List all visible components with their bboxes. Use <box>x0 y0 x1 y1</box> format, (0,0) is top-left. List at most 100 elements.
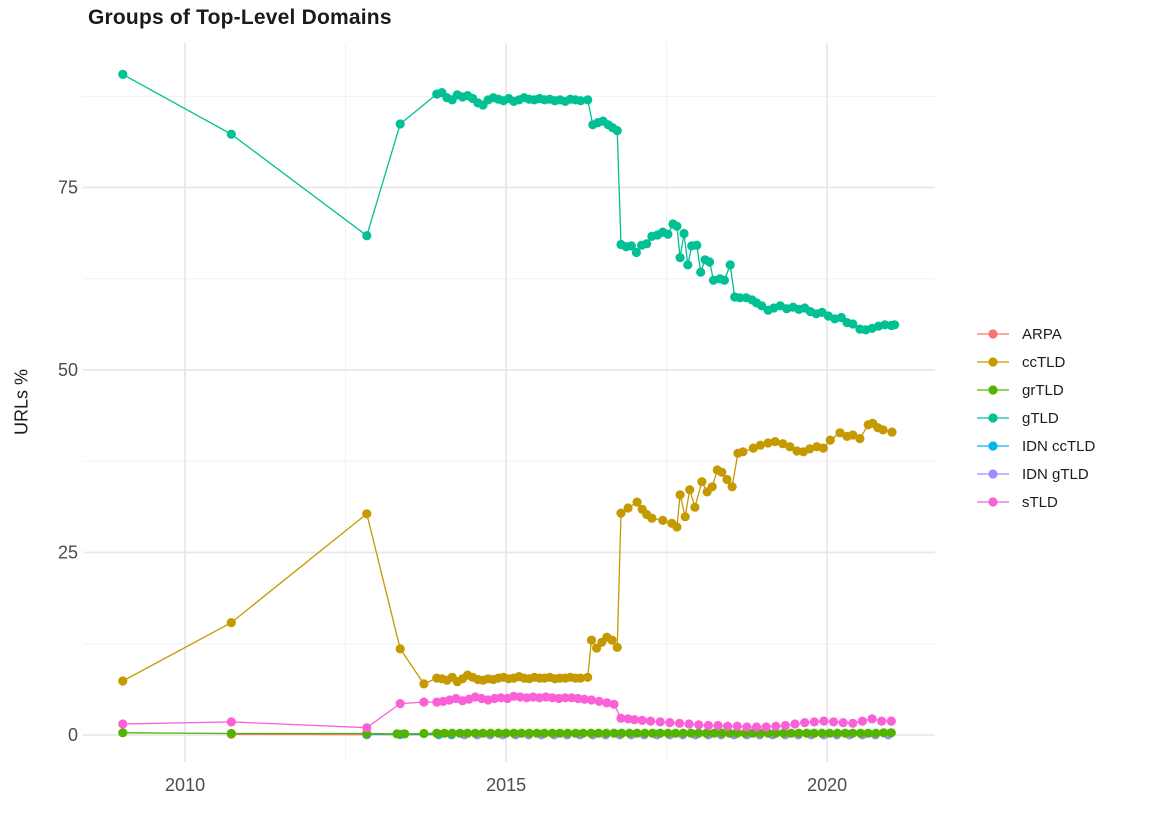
data-point <box>725 260 735 270</box>
data-point <box>867 714 877 724</box>
data-point <box>586 728 596 738</box>
data-point <box>607 635 617 645</box>
data-point <box>576 96 586 106</box>
legend-item-ARPA: ARPA <box>976 320 1095 348</box>
data-point <box>717 467 727 477</box>
data-point <box>724 728 735 738</box>
gridlines-major <box>83 43 935 762</box>
data-point <box>118 719 128 729</box>
data-point <box>524 728 534 738</box>
series-gTLD <box>118 69 900 335</box>
data-point <box>516 728 527 738</box>
data-point <box>751 722 762 732</box>
y-tick-label: 50 <box>58 360 78 380</box>
data-point <box>679 228 689 239</box>
legend-key-icon <box>977 469 1009 479</box>
legend-key-icon <box>977 413 1009 423</box>
y-axis-title: URLs % <box>11 368 32 436</box>
data-point <box>680 512 690 522</box>
data-point <box>646 716 656 726</box>
y-tick-label: 25 <box>58 543 78 563</box>
data-point <box>840 728 850 738</box>
data-point <box>419 679 429 689</box>
data-point <box>748 443 758 453</box>
data-point <box>493 728 503 738</box>
legend-item-IDN-gTLD: IDN gTLD <box>976 460 1095 488</box>
data-point <box>118 728 128 738</box>
data-point <box>780 720 791 731</box>
legend-label: IDN ccTLD <box>1022 437 1096 455</box>
data-point <box>118 676 128 686</box>
data-point <box>771 728 781 738</box>
data-point <box>790 719 800 729</box>
data-point <box>594 696 604 707</box>
data-point <box>578 728 588 738</box>
data-point <box>709 728 719 738</box>
legend-label: ccTLD <box>1022 353 1066 371</box>
data-point <box>547 728 557 738</box>
data-point <box>612 642 622 653</box>
data-point <box>647 513 657 523</box>
y-tick-label: 0 <box>68 725 78 745</box>
data-point <box>362 231 372 241</box>
data-point <box>723 721 733 731</box>
data-point <box>848 319 858 329</box>
data-point <box>855 728 866 738</box>
data-point <box>470 728 480 738</box>
chart-title: Groups of Top-Level Domains <box>88 6 392 29</box>
data-point <box>609 699 619 709</box>
legend-item-gTLD: gTLD <box>976 404 1095 432</box>
y-tick-label: 75 <box>58 178 78 198</box>
data-point <box>362 723 372 733</box>
legend-label: grTLD <box>1022 381 1064 399</box>
x-tick-label: 2020 <box>807 775 847 795</box>
data-point <box>719 275 730 285</box>
data-point <box>632 728 642 738</box>
data-point <box>848 718 858 728</box>
data-point <box>395 699 405 709</box>
data-point <box>509 728 519 738</box>
data-point <box>757 301 767 311</box>
data-point <box>663 728 673 738</box>
legend-label: gTLD <box>1022 409 1059 427</box>
legend-key-icon <box>977 441 1009 451</box>
data-point <box>602 698 612 708</box>
data-point <box>647 728 658 738</box>
legend-item-IDN-ccTLD: IDN ccTLD <box>976 432 1095 460</box>
data-point <box>675 490 685 500</box>
data-point <box>838 718 848 728</box>
data-point <box>395 644 405 654</box>
data-point <box>878 425 888 435</box>
data-point <box>674 718 685 728</box>
legend-item-ccTLD: ccTLD <box>976 348 1095 376</box>
data-point <box>631 247 642 258</box>
data-point <box>818 443 828 453</box>
data-point <box>703 720 714 731</box>
legend-key-icon <box>977 329 1009 339</box>
data-point <box>735 293 745 303</box>
data-point <box>686 728 696 738</box>
data-point <box>694 720 704 730</box>
data-point <box>594 728 604 738</box>
data-point <box>727 482 737 492</box>
data-point <box>672 522 682 532</box>
data-point <box>785 442 795 452</box>
data-point <box>583 95 593 105</box>
data-point <box>887 427 897 437</box>
data-point <box>857 716 868 726</box>
data-point <box>863 728 873 738</box>
data-point <box>629 715 640 725</box>
data-point <box>722 474 732 485</box>
legend-key-icon <box>977 497 1009 507</box>
data-point <box>626 241 636 251</box>
data-point <box>486 728 496 738</box>
data-point <box>637 715 647 726</box>
data-point <box>612 126 622 136</box>
data-point <box>684 719 694 729</box>
data-point <box>805 444 815 454</box>
data-point <box>761 722 771 732</box>
data-point <box>694 728 704 738</box>
data-point <box>439 728 450 738</box>
data-point <box>601 728 611 738</box>
